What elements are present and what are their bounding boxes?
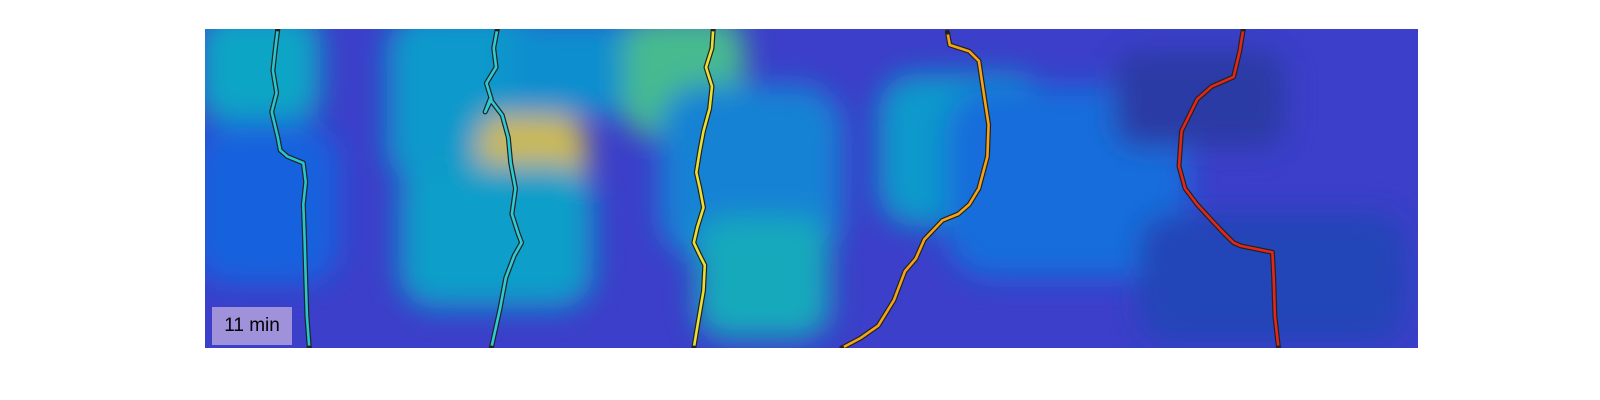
- trace-4-start-point: [944, 29, 950, 35]
- heatmap-axes: [205, 29, 1418, 348]
- trace-3-end-point: [691, 345, 697, 348]
- heatmap-intensity-layer: [205, 29, 1406, 342]
- heatmap-blob-2: [205, 124, 339, 285]
- trace-line-1: [270, 29, 311, 348]
- trace-4-end-point: [839, 345, 845, 348]
- trace-1-start-point: [275, 29, 281, 32]
- trace-1-end-point: [306, 345, 312, 348]
- trace-2-start-point: [494, 29, 500, 32]
- trace-layer: [269, 29, 1282, 348]
- trace-line-4: [840, 30, 990, 348]
- trace-5-start-point: [1240, 29, 1246, 32]
- heatmap-blob-6: [508, 29, 654, 116]
- trace-3-start-point: [710, 29, 716, 32]
- heatmap-blob-1: [205, 29, 321, 122]
- time-label: 11 min: [212, 307, 292, 345]
- heatmap-blob-5: [399, 164, 594, 309]
- heatmap-blob-9: [696, 217, 830, 339]
- trace-line-2: [483, 29, 523, 348]
- trace-line-5: [1177, 29, 1280, 348]
- trace-5-end-point: [1276, 345, 1282, 348]
- trace-2-end-point: [488, 345, 494, 348]
- trace-line-3: [692, 29, 715, 348]
